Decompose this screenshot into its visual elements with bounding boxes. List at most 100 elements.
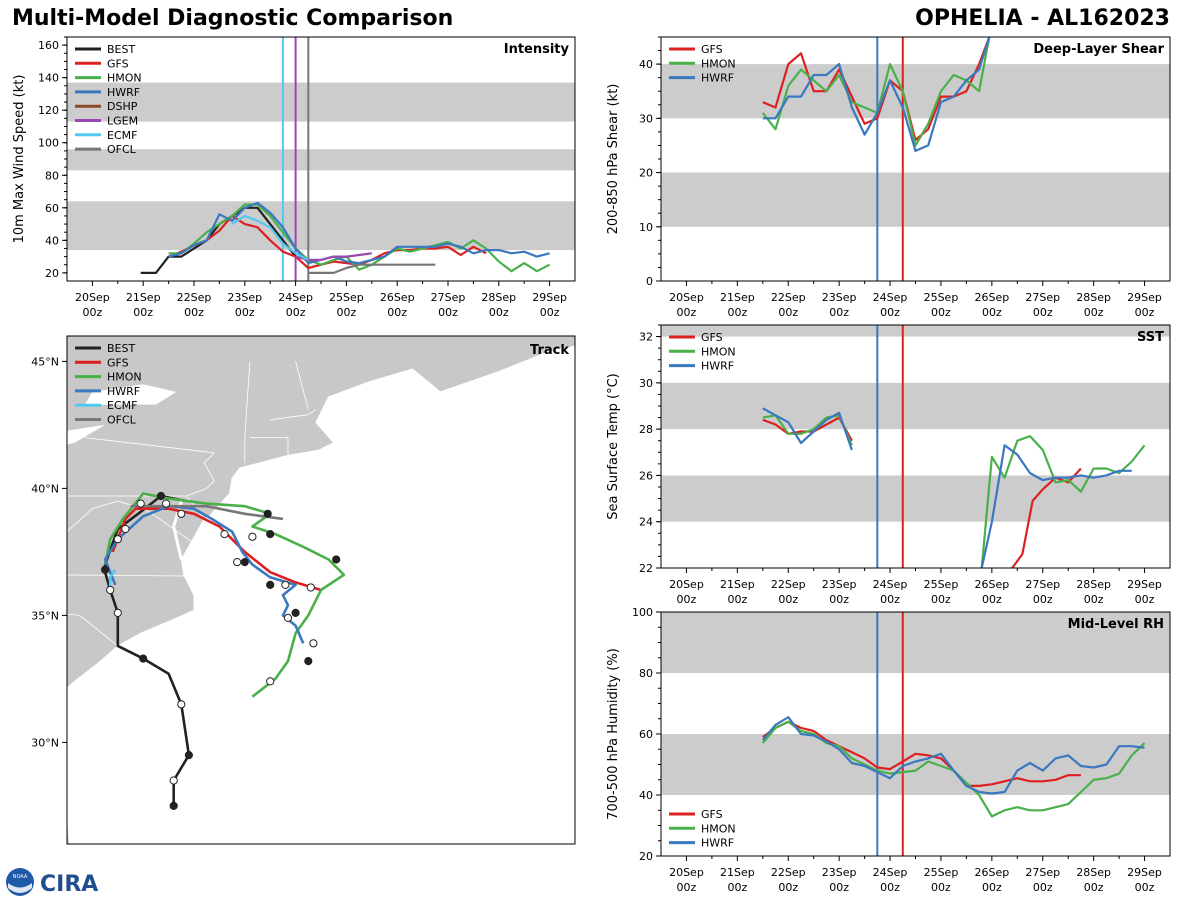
shear-xtick-label-hour: 00z — [1135, 306, 1155, 319]
rh-series-gfs — [762, 720, 1081, 787]
shear-xtick-label-hour: 00z — [829, 306, 849, 319]
rh-xtick-label-hour: 00z — [982, 881, 1002, 894]
intensity-xtick-label-day: 29Sep — [532, 291, 567, 304]
track-point-forecast-12z — [283, 613, 293, 623]
track-title: Track — [530, 343, 569, 358]
intensity-xtick-label-hour: 00z — [387, 306, 407, 319]
sst-xtick-label-day: 27Sep — [1025, 578, 1060, 591]
noaa-badge-text: NOAA — [13, 874, 28, 880]
track-state-border-8 — [67, 613, 119, 647]
intensity-chart: 20 40 60 80 100 120 140 160 20Sep 00z 21Sep 00z 22Se… — [12, 36, 576, 319]
track-series-ofcl — [130, 504, 284, 521]
rh-xtick-label-hour: 00z — [931, 881, 951, 894]
intensity-series-hwrf — [168, 201, 550, 265]
track-series-gfs — [111, 507, 322, 592]
intensity-xtick-label-hour: 00z — [540, 306, 560, 319]
intensity-ytick-label: 140 — [38, 72, 59, 85]
track-point-best-00z — [101, 565, 110, 574]
sst-xtick-label-day: 29Sep — [1127, 578, 1162, 591]
track-lat-label: 45°N — [31, 355, 59, 368]
sst-xtick-label-hour: 00z — [1084, 593, 1104, 606]
track-state-border-1 — [84, 437, 216, 497]
track-point-best-12z — [113, 608, 122, 618]
shear-ylabel: 200-850 hPa Shear (kt) — [606, 84, 621, 235]
rh-xtick-label-hour: 00z — [778, 881, 798, 894]
page-title: Multi-Model Diagnostic Comparison — [12, 6, 454, 31]
shear-band-1 — [661, 64, 1170, 119]
shear-xtick-label-day: 20Sep — [669, 291, 704, 304]
track-point-forecast-12z — [220, 530, 229, 539]
track-point-forecast-00z — [291, 608, 300, 618]
sst-frame — [660, 324, 1171, 569]
shear-xtick-label-day: 24Sep — [873, 291, 908, 304]
track-point-forecast-12z — [248, 532, 257, 541]
rh-xtick-label-hour: 00z — [1084, 881, 1104, 894]
shear-xtick-label-hour: 00z — [1084, 306, 1104, 319]
track-legend-label-ofcl: OFCL — [107, 414, 137, 427]
shear-legend-label-gfs: GFS — [701, 43, 723, 56]
track-point-best-12z — [177, 700, 186, 709]
intensity-legend-label-ecmf: ECMF — [107, 129, 137, 142]
rh-ytick-label: 60 — [639, 728, 653, 741]
sst-ytick-label: 30 — [639, 377, 653, 390]
intensity-ylabel: 10m Max Wind Speed (kt) — [12, 75, 27, 244]
shear-ytick-label: 20 — [639, 167, 653, 180]
track-point-best-12z — [106, 585, 115, 595]
shear-xtick-label-day: 25Sep — [924, 291, 959, 304]
sst-ytick-label: 28 — [639, 423, 653, 436]
track-lat-label: 35°N — [31, 609, 59, 622]
intensity-band-2 — [67, 82, 575, 122]
sst-xtick-label-day: 26Sep — [974, 578, 1009, 591]
rh-ytick-label: 80 — [639, 667, 653, 680]
track-point-forecast-00z — [266, 580, 275, 590]
rh-xtick-label-hour: 00z — [677, 881, 697, 894]
cira-logo: NOAA CIRA — [6, 868, 98, 897]
rh-xtick-label-hour: 00z — [1135, 881, 1155, 894]
rh-xtick-label-day: 27Sep — [1025, 866, 1060, 879]
track-state-border-9 — [54, 654, 57, 687]
track-lat-label: 30°N — [31, 736, 59, 749]
rh-chart: 20 40 60 80 100 20Sep 00z 21Sep 00z 22Sep 00z 23Sep… — [606, 606, 1171, 894]
rh-xtick-label-day: 29Sep — [1127, 866, 1162, 879]
intensity-legend-label-ofcl: OFCL — [107, 143, 137, 156]
intensity-xtick-label-day: 22Sep — [177, 291, 212, 304]
sst-xtick-label-hour: 00z — [778, 593, 798, 606]
intensity-xtick-label-day: 21Sep — [126, 291, 161, 304]
intensity-ytick-label: 60 — [45, 202, 59, 215]
shear-xtick-label-hour: 00z — [1033, 306, 1053, 319]
shear-xtick-label-hour: 00z — [778, 306, 798, 319]
intensity-series-ecmf — [231, 214, 309, 261]
intensity-xtick-label-hour: 00z — [133, 306, 153, 319]
rh-xtick-label-hour: 00z — [727, 881, 747, 894]
shear-xtick-label-hour: 00z — [727, 306, 747, 319]
sst-ytick-label: 22 — [639, 562, 653, 575]
shear-xtick-label-day: 28Sep — [1076, 291, 1111, 304]
rh-band-0 — [661, 734, 1170, 795]
sst-xtick-label-hour: 00z — [1135, 593, 1155, 606]
intensity-xtick-label-hour: 00z — [83, 306, 103, 319]
intensity-xtick-label-day: 23Sep — [227, 291, 262, 304]
track-point-forecast-12z — [162, 499, 171, 508]
shear-xtick-label-day: 29Sep — [1127, 291, 1162, 304]
sst-band-0 — [661, 475, 1170, 522]
rh-ylabel: 700-500 hPa Humidity (%) — [606, 648, 621, 820]
intensity-xtick-label-hour: 00z — [489, 306, 509, 319]
shear-band-0 — [661, 172, 1170, 227]
rh-ytick-label: 40 — [639, 789, 653, 802]
rh-xtick-label-day: 21Sep — [720, 866, 755, 879]
track-point-forecast-12z — [233, 558, 242, 567]
intensity-title: Intensity — [504, 42, 570, 57]
intensity-legend-label-hwrf: HWRF — [107, 86, 140, 99]
track-point-best-12z — [136, 499, 145, 508]
intensity-legend-label-best: BEST — [107, 43, 135, 56]
rh-xtick-label-hour: 00z — [829, 881, 849, 894]
intensity-ytick-label: 160 — [38, 39, 59, 52]
track-state-border-2 — [244, 361, 251, 463]
track-series-ecmf — [108, 568, 117, 590]
intensity-xtick-label-day: 27Sep — [431, 291, 466, 304]
intensity-xtick-label-hour: 00z — [337, 306, 357, 319]
rh-xtick-label-hour: 00z — [1033, 881, 1053, 894]
track-frame — [66, 335, 576, 845]
sst-xtick-label-day: 28Sep — [1076, 578, 1111, 591]
